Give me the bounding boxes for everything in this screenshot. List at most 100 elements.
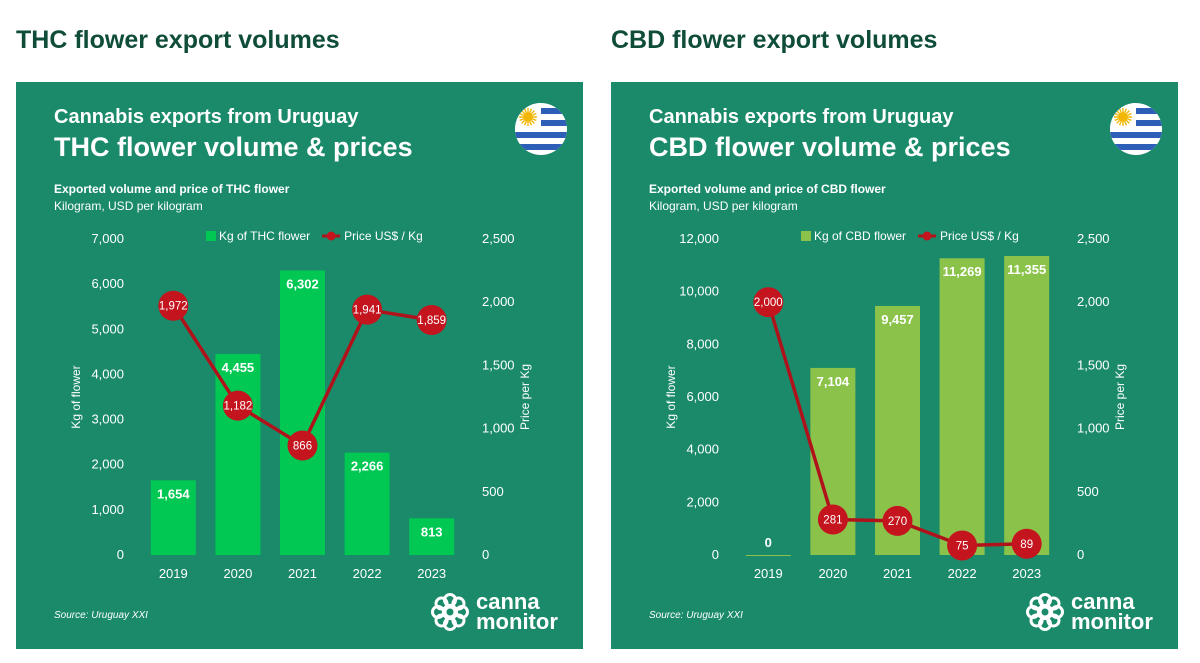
legend-swatch-bars [801, 231, 811, 241]
price-point-label: 1,859 [417, 315, 446, 327]
y-right-axis-title: Price per Kg [518, 364, 532, 430]
price-point-label: 89 [1020, 539, 1033, 551]
y-left-axis-title: Kg of flower [69, 365, 83, 428]
bar-value-label: 7,104 [817, 374, 850, 389]
price-point [158, 290, 189, 321]
panel-title: THC flower volume & prices [54, 132, 413, 162]
flag-sun-disc [523, 112, 533, 122]
logo-text-monitor: monitor [476, 609, 558, 634]
flag-sun-ray [1126, 110, 1130, 114]
price-point [947, 530, 978, 561]
y-right-tick-label: 2,500 [482, 231, 515, 246]
price-point [222, 390, 253, 421]
price-point-label: 1,182 [224, 401, 253, 413]
flag-sun-ray [1114, 118, 1119, 122]
legend-label-bars: Kg of THC flower [219, 229, 310, 243]
chart-description: Exported volume and price of CBD flower [649, 182, 886, 196]
price-point [753, 287, 784, 318]
flag-sun [1114, 108, 1132, 126]
price-point [1011, 528, 1042, 559]
panel-overline: Cannabis exports from Uruguay [649, 106, 954, 128]
y-right-tick-label: 2,000 [482, 294, 515, 309]
flag-stripe [1110, 144, 1162, 150]
y-right-axis-title: Price per Kg [1113, 364, 1127, 430]
price-point [287, 430, 318, 461]
x-tick-label: 2019 [159, 566, 188, 581]
cannamonitor-logo: canna monitor [1025, 590, 1175, 634]
y-left-tick-label: 6,000 [91, 276, 124, 291]
panel-title: CBD flower volume & prices [649, 132, 1011, 162]
flag-sun-ray [531, 120, 535, 124]
y-right-tick-label: 1,500 [1077, 357, 1110, 372]
y-left-tick-label: 4,000 [686, 442, 719, 457]
legend-label-line: Price US$ / Kg [940, 229, 1019, 243]
x-tick-label: 2022 [353, 566, 382, 581]
source-note: Source: Uruguay XXI [649, 610, 743, 621]
bar [745, 555, 791, 556]
y-right-tick-label: 0 [482, 547, 489, 562]
y-right-tick-label: 1,500 [482, 357, 515, 372]
cannamonitor-logo: canna monitor [430, 590, 580, 634]
cannamonitor-logo-icon [1026, 593, 1064, 631]
uruguay-flag-icon [515, 103, 567, 155]
x-tick-label: 2020 [223, 566, 252, 581]
x-tick-label: 2020 [818, 566, 847, 581]
logo-text-monitor: monitor [1071, 609, 1153, 634]
x-tick-label: 2019 [754, 566, 783, 581]
y-left-tick-label: 4,000 [91, 366, 124, 381]
legend-swatch-marker [326, 231, 336, 241]
flag-sun-ray [519, 112, 524, 116]
y-left-tick-label: 3,000 [91, 412, 124, 427]
y-left-tick-label: 10,000 [679, 284, 719, 299]
price-point-label: 270 [888, 516, 907, 528]
y-left-tick-label: 12,000 [679, 231, 719, 246]
cbd-heading: CBD flower export volumes [611, 26, 938, 54]
flag-sun-ray [1127, 118, 1132, 122]
y-left-tick-label: 7,000 [91, 231, 124, 246]
flag-sun-ray [1126, 120, 1130, 124]
flag-sun-ray [1116, 120, 1120, 124]
legend-swatch-bars [206, 231, 216, 241]
flag-sun-ray [529, 121, 533, 126]
flag-stripe [1110, 132, 1162, 138]
flag-sun-ray [1118, 121, 1122, 126]
chart-units: Kilogram, USD per kilogram [54, 199, 203, 213]
x-tick-label: 2021 [883, 566, 912, 581]
logo-core [443, 605, 457, 619]
bar-value-label: 0 [765, 535, 772, 550]
logo-text-canna: canna [1071, 589, 1135, 614]
flag-sun-ray [1118, 108, 1122, 113]
price-point-label: 866 [293, 441, 312, 453]
x-tick-label: 2023 [417, 566, 446, 581]
y-right-tick-label: 500 [1077, 484, 1099, 499]
flag-sun-ray [1124, 108, 1128, 113]
y-left-tick-label: 2,000 [91, 457, 124, 472]
price-point-label: 75 [956, 541, 969, 553]
cbd-combo-chart: 0 2,000 4,000 6,000 8,000 10,000 12,000 0 500 1,0… [664, 229, 1127, 581]
y-right-tick-label: 2,500 [1077, 231, 1110, 246]
logo-core [1038, 605, 1052, 619]
flag-stripe [515, 144, 567, 150]
x-tick-label: 2023 [1012, 566, 1041, 581]
flag-sun-ray [532, 112, 537, 116]
y-right-tick-label: 500 [482, 484, 504, 499]
flag-sun-disc [1118, 112, 1128, 122]
flag-sun-ray [529, 108, 533, 113]
y-left-tick-label: 6,000 [686, 389, 719, 404]
logo-petal [451, 596, 466, 611]
y-right-tick-label: 0 [1077, 547, 1084, 562]
y-right-tick-label: 1,000 [482, 421, 515, 436]
flag-sun-ray [1127, 112, 1132, 116]
bar-value-label: 2,266 [351, 459, 384, 474]
flag-sun-ray [521, 120, 525, 124]
flag-sun-ray [519, 118, 524, 122]
bar [1004, 255, 1050, 556]
thc-chart-panel: Cannabis exports from Uruguay THC flower… [16, 82, 583, 649]
bar [150, 480, 196, 555]
y-right-tick-label: 2,000 [1077, 294, 1110, 309]
bar [939, 258, 985, 555]
panel-overline: Cannabis exports from Uruguay [54, 106, 359, 128]
price-point-label: 1,972 [159, 301, 188, 313]
flag-sun-ray [1114, 112, 1119, 116]
cbd-chart-panel: Cannabis exports from Uruguay CBD flower… [611, 82, 1178, 649]
